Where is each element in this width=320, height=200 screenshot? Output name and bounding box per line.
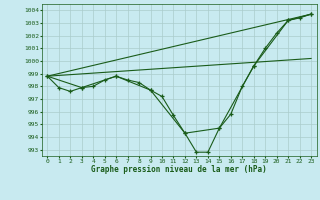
X-axis label: Graphe pression niveau de la mer (hPa): Graphe pression niveau de la mer (hPa) (91, 165, 267, 174)
